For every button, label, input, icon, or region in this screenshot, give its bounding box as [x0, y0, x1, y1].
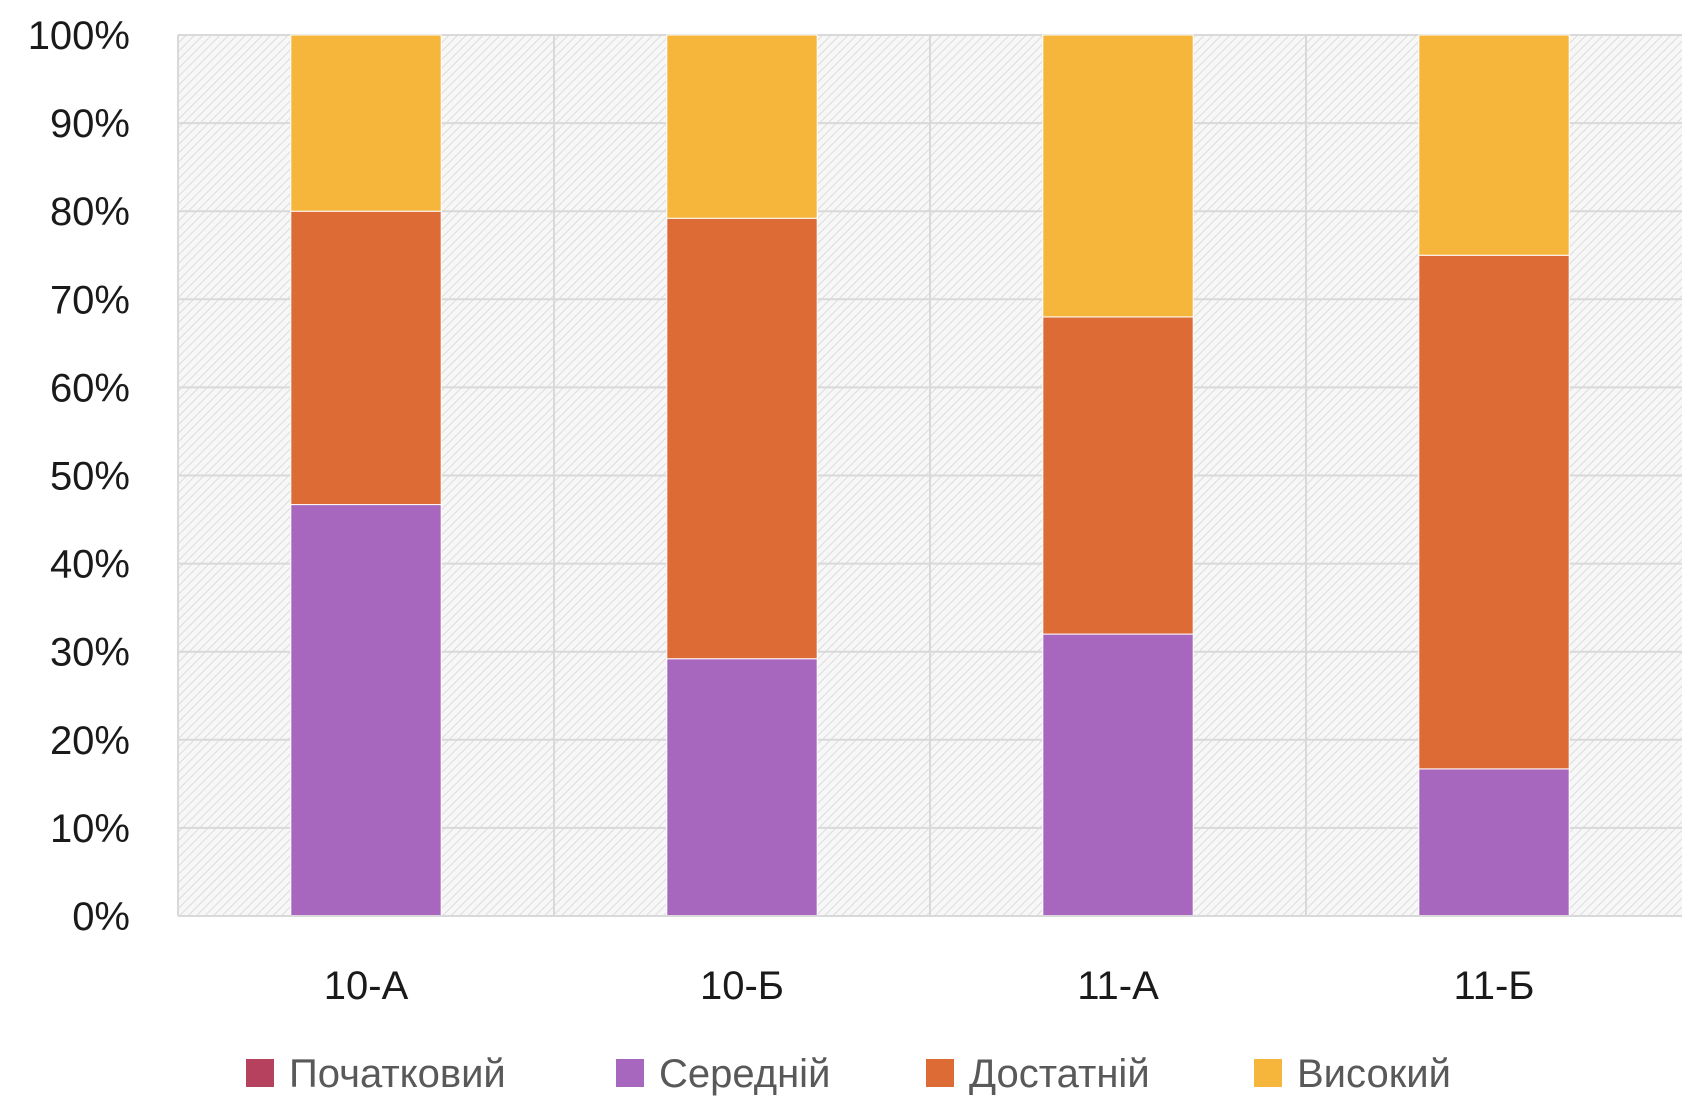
- legend-swatch: [246, 1059, 274, 1087]
- legend-item: Середній: [616, 1052, 830, 1096]
- bar-segment: [666, 658, 818, 917]
- bar-segment: [290, 210, 442, 506]
- x-category-label: 10-Б: [700, 964, 784, 1008]
- bar-segment: [1042, 34, 1194, 318]
- bar-segment: [666, 217, 818, 660]
- y-axis: 0% 10% 20% 30% 40% 50% 60% 70% 80% 90% 100%: [28, 14, 130, 939]
- x-category-label: 11-Б: [1453, 964, 1534, 1008]
- y-tick-label: 100%: [28, 14, 130, 58]
- y-tick-label: 90%: [50, 102, 130, 146]
- bar-segment: [290, 504, 442, 917]
- x-category-label: 10-А: [324, 964, 409, 1008]
- y-tick-label: 60%: [50, 366, 130, 410]
- x-axis: 10-А 10-Б 11-А 11-Б: [178, 915, 1682, 1008]
- y-tick-label: 70%: [50, 278, 130, 322]
- legend-label: Початковий: [289, 1052, 506, 1096]
- bar-segment: [1418, 34, 1570, 256]
- y-tick-label: 20%: [50, 719, 130, 763]
- legend: Початковий Середній Достатній Високий: [246, 1052, 1451, 1096]
- bar-segment: [666, 34, 818, 219]
- y-tick-label: 0%: [72, 895, 130, 939]
- bar-segment: [1042, 316, 1194, 635]
- y-tick-label: 40%: [50, 543, 130, 587]
- y-tick-label: 50%: [50, 455, 130, 499]
- bars: [290, 34, 1570, 917]
- legend-label: Достатній: [969, 1052, 1150, 1096]
- legend-item: Початковий: [246, 1052, 506, 1096]
- legend-item: Високий: [1254, 1052, 1451, 1096]
- x-category-label: 11-А: [1077, 964, 1159, 1008]
- bar-segment: [1418, 254, 1570, 770]
- legend-swatch: [926, 1059, 954, 1087]
- legend-label: Високий: [1297, 1052, 1451, 1096]
- bar-segment: [1042, 633, 1194, 917]
- legend-item: Достатній: [926, 1052, 1150, 1096]
- y-tick-label: 10%: [50, 807, 130, 851]
- y-tick-label: 30%: [50, 631, 130, 675]
- y-tick-label: 80%: [50, 190, 130, 234]
- bar-segment: [290, 34, 442, 212]
- bar-segment: [1418, 768, 1570, 917]
- legend-label: Середній: [659, 1052, 830, 1096]
- legend-swatch: [616, 1059, 644, 1087]
- legend-swatch: [1254, 1059, 1282, 1087]
